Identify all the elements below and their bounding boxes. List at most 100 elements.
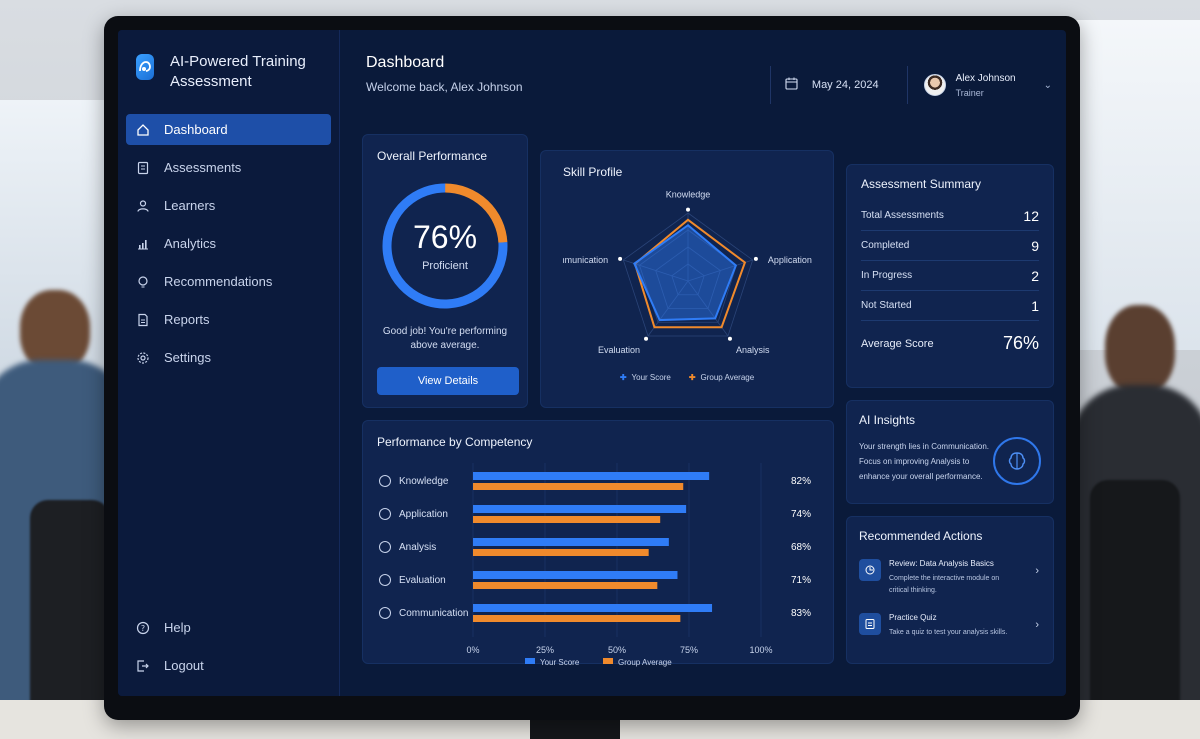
radar-grid-ring xyxy=(655,246,721,309)
card-title: Overall Performance xyxy=(377,149,488,163)
card-title: Assessment Summary xyxy=(861,177,982,191)
avatar xyxy=(923,74,946,96)
bar-group-average xyxy=(473,582,658,589)
sidebar-item-dashboard[interactable]: Dashboard xyxy=(126,114,331,145)
bar-group-average xyxy=(473,516,661,523)
summary-row: In Progress 2 xyxy=(861,261,1039,291)
bar-value-label: 83% xyxy=(791,608,811,619)
help-icon: ? xyxy=(136,621,150,635)
sidebar-item-help[interactable]: ? Help xyxy=(126,612,331,643)
evaluation-icon xyxy=(379,574,391,586)
summary-row: Not Started 1 xyxy=(861,291,1039,321)
legend-item-group-average: ✚ Group Average xyxy=(688,373,755,382)
legend-item-your-score: ✚ Your Score xyxy=(619,373,671,382)
sidebar-item-label: Assessments xyxy=(164,160,242,175)
brain-logo-icon xyxy=(136,54,154,80)
date-picker[interactable]: May 24, 2024 xyxy=(769,66,908,104)
screen: AI-Powered Training Assessment Dashboard… xyxy=(118,30,1066,696)
chevron-right-icon[interactable]: › xyxy=(1035,619,1039,631)
card-title: Skill Profile xyxy=(563,165,623,179)
overall-performance-card: Overall Performance 76% Proficient Good … xyxy=(362,134,528,408)
radar-vertex-dot xyxy=(618,256,623,261)
card-title: AI Insights xyxy=(859,413,916,427)
bar-your-score xyxy=(473,604,713,612)
category-label: Application xyxy=(399,509,448,520)
legend-swatch xyxy=(603,658,613,664)
bar-your-score xyxy=(473,571,678,579)
page-title: Dashboard xyxy=(366,54,445,71)
bar-value-label: 74% xyxy=(791,509,811,520)
radar-grid-ring xyxy=(671,263,705,296)
chevron-right-icon[interactable]: › xyxy=(1035,565,1039,577)
home-icon xyxy=(136,123,150,137)
sidebar-item-analytics[interactable]: Analytics xyxy=(126,228,331,259)
bar-group-average xyxy=(473,483,684,490)
sidebar-bottom: ? Help Logout xyxy=(126,612,331,688)
bar-value-label: 68% xyxy=(791,542,811,553)
document-icon xyxy=(136,313,150,327)
assessment-summary-card: Assessment Summary Total Assessments 12 C… xyxy=(846,164,1054,388)
bar-group-average xyxy=(473,615,681,622)
summary-row: Total Assessments 12 xyxy=(861,201,1039,231)
radar-axis-label: Communication xyxy=(563,255,608,265)
sidebar-item-reports[interactable]: Reports xyxy=(126,304,331,335)
topbar: Dashboard Welcome back, Alex Johnson May… xyxy=(340,30,1066,118)
user-icon xyxy=(136,199,150,213)
radar-axis-label: Analysis xyxy=(736,345,770,355)
radar-vertex-dot xyxy=(727,336,732,341)
competency-card: Performance by Competency 0% 25% 50% 75% 100… xyxy=(362,420,834,667)
radar-grid-ring xyxy=(622,212,754,337)
knowledge-icon xyxy=(379,475,391,487)
sidebar-item-label: Settings xyxy=(164,350,211,365)
overall-percent: 76% xyxy=(412,219,478,255)
average-score-row: Average Score 76% xyxy=(861,333,1039,353)
view-details-button[interactable]: View Details xyxy=(377,367,519,395)
radar-axis-label: Evaluation xyxy=(598,345,640,355)
skill-radar-chart: Knowledge Application Analysis Evaluation Co… xyxy=(563,190,812,355)
sidebar-item-settings[interactable]: Settings xyxy=(126,342,331,373)
summary-row: Completed 9 xyxy=(861,231,1039,261)
calendar-icon xyxy=(785,77,798,93)
brain-icon xyxy=(993,437,1041,485)
app-title: AI-Powered Training Assessment xyxy=(170,53,306,90)
sidebar: AI-Powered Training Assessment Dashboard… xyxy=(118,30,340,696)
x-tick-label: 100% xyxy=(749,645,772,655)
sidebar-item-label: Logout xyxy=(164,658,204,673)
overall-level: Proficient xyxy=(422,260,468,272)
performance-ring: 76% Proficient xyxy=(380,181,510,311)
user-name: Alex Johnson xyxy=(955,72,1016,84)
x-tick-label: 0% xyxy=(466,645,479,655)
sidebar-item-recommendations[interactable]: Recommendations xyxy=(126,266,331,297)
svg-text:?: ? xyxy=(141,624,145,633)
sidebar-item-logout[interactable]: Logout xyxy=(126,650,331,681)
recommended-action-item[interactable]: Review: Data Analysis Basics Complete th… xyxy=(859,559,1041,597)
skill-profile-card: Skill Profile Knowledge Application Analys… xyxy=(540,150,834,408)
main-content: Dashboard Welcome back, Alex Johnson May… xyxy=(340,30,1066,696)
radar-axis-label: Application xyxy=(768,255,812,265)
user-role: Trainer xyxy=(955,87,984,98)
performance-message: Good job! You're performing above averag… xyxy=(377,325,513,353)
sidebar-item-learners[interactable]: Learners xyxy=(126,190,331,221)
recommended-action-item[interactable]: Practice Quiz Take a quiz to test your a… xyxy=(859,613,1041,639)
radar-vertex-dot xyxy=(686,207,690,212)
background-chair-left xyxy=(30,500,110,739)
logout-icon xyxy=(136,659,150,673)
lightbulb-icon xyxy=(136,275,150,289)
legend-label: Your Score xyxy=(540,658,580,667)
analysis-icon xyxy=(379,541,391,553)
performance-message-line: Good job! You're performing xyxy=(382,326,508,337)
chart-icon xyxy=(136,237,150,251)
bar-your-score xyxy=(473,472,710,480)
category-label: Communication xyxy=(399,608,468,619)
performance-message-line: above average. xyxy=(410,340,480,351)
bar-your-score xyxy=(473,538,669,546)
card-title: Recommended Actions xyxy=(859,529,983,543)
category-label: Analysis xyxy=(399,542,436,553)
brand: AI-Powered Training Assessment xyxy=(126,48,331,114)
radar-legend: ✚ Your Score ✚ Group Average xyxy=(563,373,811,382)
sidebar-item-label: Recommendations xyxy=(164,274,273,289)
chevron-down-icon[interactable]: ⌄ xyxy=(1043,79,1052,91)
radar-vertex-dot xyxy=(644,336,649,341)
sidebar-item-assessments[interactable]: Assessments xyxy=(126,152,331,183)
user-menu[interactable]: Alex Johnson Trainer ⌄ xyxy=(908,73,1052,98)
